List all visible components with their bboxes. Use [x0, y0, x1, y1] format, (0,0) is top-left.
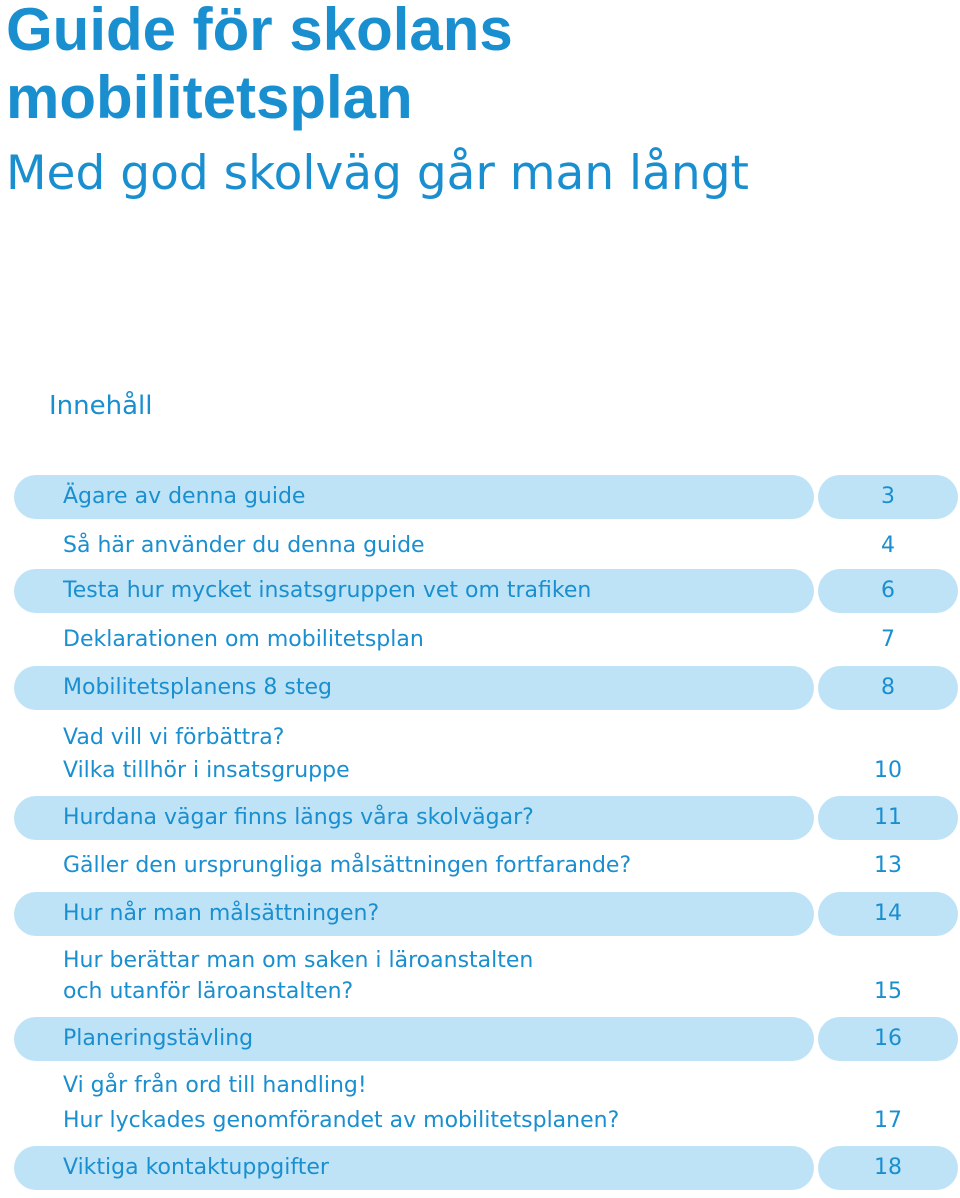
- toc-page-highlight: [818, 666, 958, 710]
- toc-page-number: 13: [874, 853, 902, 878]
- title-line-1: Guide för skolans: [6, 0, 513, 63]
- toc-page-highlight: [818, 796, 958, 840]
- toc-page-number: 4: [881, 533, 895, 558]
- toc-entry-label: Hurdana vägar finns längs våra skolvägar…: [63, 805, 534, 830]
- toc-page-highlight: [818, 892, 958, 936]
- toc-page-highlight: [818, 475, 958, 519]
- toc-entry-label: Planeringstävling: [63, 1026, 254, 1051]
- toc-row-highlight: [14, 796, 814, 840]
- toc-page-number: 10: [874, 758, 902, 783]
- toc-entry-label: Hur når man målsättningen?: [63, 901, 380, 926]
- guide-title: Guide för skolans mobilitetsplan: [6, 0, 513, 132]
- toc-entry-label-line-1: Hur berättar man om saken i läroanstalte…: [63, 948, 534, 973]
- toc-entry-label: Så här använder du denna guide: [63, 533, 425, 558]
- toc-page-highlight: [818, 569, 958, 613]
- toc-page-number: 6: [881, 578, 895, 603]
- toc-entry-label-line-2: och utanför läroanstalten?: [63, 979, 354, 1004]
- toc-entry-label-line-1: Vi går från ord till handling!: [63, 1073, 367, 1098]
- toc-entry-label-line-2: Vilka tillhör i insatsgruppe: [63, 758, 350, 783]
- toc-row[interactable]: Så här använder du denna guide 4: [0, 525, 960, 567]
- toc-row-highlight: [14, 569, 814, 613]
- title-line-2: mobilitetsplan: [6, 64, 413, 131]
- toc-entry-label: Deklarationen om mobilitetsplan: [63, 627, 424, 652]
- toc-entry-label-line-2: Hur lyckades genomförandet av mobilitets…: [63, 1108, 620, 1133]
- toc-heading: Innehåll: [49, 391, 153, 421]
- toc-row[interactable]: Hur når man målsättningen? 14: [0, 892, 960, 936]
- toc-page-highlight: [818, 1146, 958, 1190]
- toc-page-number: 3: [881, 484, 895, 509]
- toc-row[interactable]: Vi går från ord till handling! Hur lycka…: [0, 1067, 960, 1139]
- toc-page-number: 18: [874, 1155, 902, 1180]
- toc-row-highlight: [14, 666, 814, 710]
- toc-entry-label-line-1: Vad vill vi förbättra?: [63, 725, 285, 750]
- toc-page-number: 7: [881, 627, 895, 652]
- toc-row[interactable]: Hurdana vägar finns längs våra skolvägar…: [0, 796, 960, 840]
- toc-entry-label: Gäller den ursprungliga målsättningen fo…: [63, 853, 632, 878]
- toc-row[interactable]: Viktiga kontaktuppgifter 18: [0, 1146, 960, 1190]
- guide-subtitle: Med god skolväg går man långt: [6, 146, 749, 201]
- toc-page-highlight: [818, 1017, 958, 1061]
- toc-row[interactable]: Hur berättar man om saken i läroanstalte…: [0, 943, 960, 1013]
- toc-entry-label: Mobilitetsplanens 8 steg: [63, 675, 333, 700]
- toc-row[interactable]: Planeringstävling 16: [0, 1017, 960, 1061]
- toc-row[interactable]: Testa hur mycket insatsgruppen vet om tr…: [0, 569, 960, 613]
- toc-row-highlight: [14, 892, 814, 936]
- toc-row-highlight: [14, 1146, 814, 1190]
- toc-row[interactable]: Gäller den ursprungliga målsättningen fo…: [0, 845, 960, 887]
- toc-page-number: 16: [874, 1026, 902, 1051]
- toc-row[interactable]: Mobilitetsplanens 8 steg 8: [0, 666, 960, 710]
- toc-entry-label: Testa hur mycket insatsgruppen vet om tr…: [63, 578, 592, 603]
- toc-row-highlight: [14, 1017, 814, 1061]
- toc-row[interactable]: Vad vill vi förbättra? Vilka tillhör i i…: [0, 718, 960, 790]
- toc-page-number: 15: [874, 979, 902, 1004]
- toc-page-number: 14: [874, 901, 902, 926]
- toc-entry-label: Ägare av denna guide: [63, 484, 306, 509]
- toc-page-number: 8: [881, 675, 895, 700]
- toc-page-number: 11: [874, 805, 902, 830]
- toc-row[interactable]: Deklarationen om mobilitetsplan 7: [0, 619, 960, 661]
- toc-entry-label: Viktiga kontaktuppgifter: [63, 1155, 329, 1180]
- toc-row[interactable]: Ägare av denna guide 3: [0, 475, 960, 519]
- toc-row-highlight: [14, 475, 814, 519]
- toc-page-number: 17: [874, 1108, 902, 1133]
